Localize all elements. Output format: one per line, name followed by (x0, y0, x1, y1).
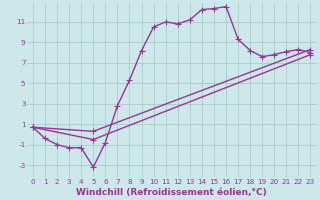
X-axis label: Windchill (Refroidissement éolien,°C): Windchill (Refroidissement éolien,°C) (76, 188, 267, 197)
